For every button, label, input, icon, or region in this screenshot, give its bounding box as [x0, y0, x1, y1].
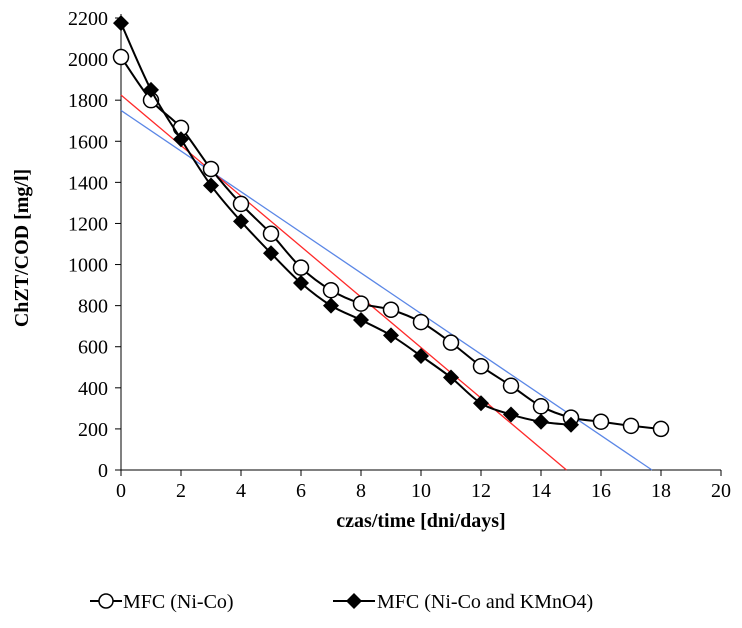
data-point — [443, 369, 459, 386]
series-1 — [112, 48, 670, 438]
data-point — [292, 259, 310, 276]
data-point — [143, 81, 159, 98]
data-point — [353, 312, 369, 329]
x-tick-label: 10 — [411, 480, 431, 502]
x-tick-label: 8 — [356, 480, 366, 502]
y-tick-label: 400 — [78, 378, 108, 400]
data-point — [442, 334, 460, 351]
legend-label-series-2: MFC (Ni-Co and KMnO4) — [377, 591, 593, 613]
data-point — [383, 327, 399, 344]
y-tick-label: 600 — [78, 337, 108, 359]
legend-item-series-1: MFC (Ni-Co) — [90, 591, 234, 613]
data-point — [652, 420, 670, 438]
legend-label-series-1: MFC (Ni-Co) — [123, 591, 234, 613]
y-axis-title: ChZT/COD [mg/l] — [11, 169, 33, 327]
data-point — [262, 225, 280, 242]
x-tick-label: 6 — [296, 480, 306, 502]
data-point — [233, 213, 249, 230]
x-tick-label: 12 — [471, 480, 491, 502]
data-point — [473, 395, 489, 412]
data-point — [413, 347, 429, 364]
data-point — [382, 301, 400, 318]
y-tick-label: 1600 — [68, 131, 108, 153]
x-tick-label: 20 — [711, 480, 731, 502]
legend: MFC (Ni-Co) MFC (Ni-Co and KMnO4) — [90, 591, 593, 613]
data-point — [112, 48, 130, 66]
y-tick-label: 200 — [78, 419, 108, 441]
y-tick-label: 2200 — [68, 8, 108, 30]
x-tick-label: 0 — [116, 480, 126, 502]
data-point — [472, 357, 490, 375]
x-axis: 0 2 4 6 8 10 12 14 16 18 20 — [116, 469, 731, 502]
data-point — [293, 275, 309, 292]
x-tick-label: 18 — [651, 480, 671, 502]
data-point — [532, 398, 550, 415]
data-point — [113, 15, 129, 32]
y-tick-label: 2000 — [68, 49, 108, 71]
data-point — [203, 177, 219, 194]
data-point — [352, 295, 370, 312]
legend-marker-series-1 — [98, 593, 114, 609]
data-point — [502, 377, 520, 395]
x-tick-label: 14 — [531, 480, 551, 502]
data-point — [322, 281, 340, 299]
data-point — [173, 131, 189, 148]
data-point — [323, 297, 339, 314]
data-point — [533, 413, 549, 430]
x-tick-label: 16 — [591, 480, 611, 502]
data-point — [202, 160, 220, 178]
data-point — [503, 406, 519, 423]
series-2 — [113, 15, 579, 433]
data-point — [232, 195, 250, 213]
data-point — [263, 245, 279, 262]
y-tick-label: 1200 — [68, 213, 108, 235]
legend-item-series-2: MFC (Ni-Co and KMnO4) — [333, 591, 593, 613]
series — [112, 15, 670, 438]
data-point — [622, 417, 640, 435]
y-tick-label: 1400 — [68, 172, 108, 194]
data-point — [412, 313, 430, 331]
x-tick-label: 4 — [236, 480, 246, 502]
y-tick-label: 0 — [98, 460, 108, 482]
y-tick-label: 1000 — [68, 255, 108, 277]
y-tick-label: 800 — [78, 296, 108, 318]
x-axis-title: czas/time [dni/days] — [336, 510, 505, 532]
x-tick-label: 2 — [176, 480, 186, 502]
data-point — [563, 416, 579, 433]
y-tick-label: 1800 — [68, 90, 108, 112]
series-line-1 — [120, 56, 662, 430]
legend-marker-series-2 — [346, 593, 362, 609]
data-point — [592, 413, 610, 430]
y-axis: 0 200 400 600 800 1000 1200 1400 1600 1800 2000 220… — [68, 8, 122, 482]
series-line-2 — [120, 22, 572, 426]
